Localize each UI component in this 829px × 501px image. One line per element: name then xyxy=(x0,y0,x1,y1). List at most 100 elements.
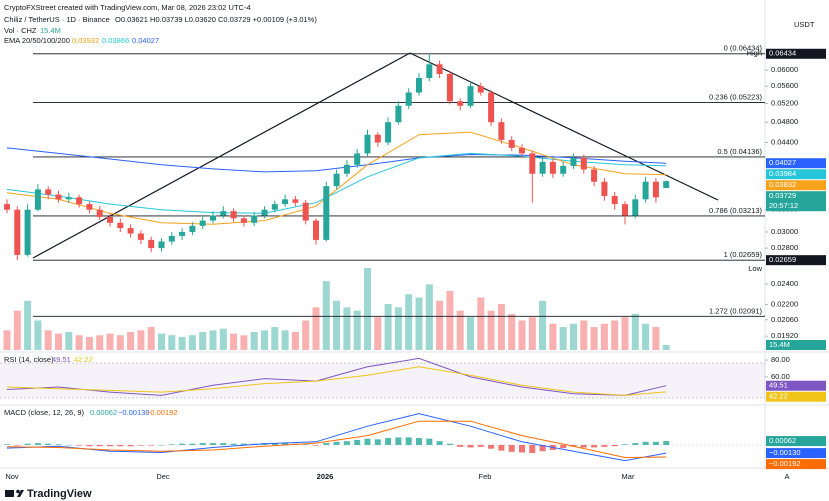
volume-bar xyxy=(497,304,505,350)
logo-text: TradingView xyxy=(27,488,92,500)
candle-body xyxy=(179,231,186,236)
histogram-bar xyxy=(385,438,392,445)
y-tick-label: 60.00 xyxy=(771,372,790,381)
fib-label: 1.272 (0.02091) xyxy=(709,306,762,315)
histogram-bar xyxy=(168,444,175,445)
candle-body xyxy=(560,165,567,174)
histogram-bar xyxy=(560,444,567,449)
y-tick-label: 0.03000 xyxy=(771,227,798,236)
y-tick-label: 0.05200 xyxy=(771,98,798,107)
histogram-bar xyxy=(302,444,309,445)
ema-value-box-label-box xyxy=(766,169,826,180)
pane-value: 49.51 xyxy=(52,355,71,364)
histogram-bar xyxy=(117,444,124,447)
histogram-bar xyxy=(436,441,443,445)
y-tick-label: 0.04400 xyxy=(771,138,798,147)
candle-body xyxy=(189,225,196,232)
volume-bar xyxy=(85,336,93,350)
histogram-bar xyxy=(539,444,546,452)
volume-bar xyxy=(55,333,62,350)
volume-bar xyxy=(291,331,299,350)
candle-body xyxy=(137,233,144,240)
candle-body xyxy=(488,92,495,123)
histogram-bar xyxy=(519,444,525,453)
histogram-bar xyxy=(240,443,247,445)
macd-value-box-label: −0.00130 xyxy=(769,448,801,457)
candle-body xyxy=(508,139,515,148)
histogram-bar xyxy=(282,443,289,445)
macd-value-box-label-box xyxy=(766,448,826,459)
histogram-bar xyxy=(148,444,155,446)
candle-body xyxy=(622,204,628,216)
candle-body xyxy=(323,186,330,240)
histogram-bar xyxy=(323,443,330,445)
candle-body xyxy=(96,209,103,217)
volume-bar xyxy=(44,330,52,350)
histogram-bar xyxy=(96,444,103,447)
candle-body xyxy=(220,211,227,216)
candle-body xyxy=(467,86,474,106)
fib-label: 1 (0.02659) xyxy=(724,250,763,259)
histogram-bar xyxy=(611,444,618,447)
volume-bar xyxy=(446,290,454,350)
histogram-bar xyxy=(591,444,598,448)
volume-bar xyxy=(34,320,42,350)
histogram-bar xyxy=(107,444,113,447)
volume-bar xyxy=(343,307,351,350)
histogram-bar xyxy=(446,443,453,445)
volume-bar xyxy=(281,330,289,350)
pane-value: −0.00130 xyxy=(118,408,150,417)
volume-bar xyxy=(271,327,279,350)
volume-bar xyxy=(394,307,402,350)
histogram-bar xyxy=(4,444,10,445)
volume-bar xyxy=(168,335,176,350)
histogram-bar xyxy=(498,444,505,451)
volume-bar xyxy=(178,336,186,350)
volume-bar xyxy=(467,317,474,350)
histogram-bar xyxy=(55,444,62,445)
volume-bar xyxy=(539,300,547,350)
volume-bar xyxy=(642,323,650,350)
ema-value-box-label: 0.03832 xyxy=(769,180,796,189)
y-tick-label: 0.02060 xyxy=(771,315,798,324)
histogram-bar xyxy=(405,437,412,445)
y-tick-label: 0.01920 xyxy=(771,331,798,340)
volume-box xyxy=(766,340,826,350)
candle-body xyxy=(457,101,464,106)
volume-value: 15.4M xyxy=(40,26,61,35)
ema-line xyxy=(6,147,667,173)
x-tick-label: Dec xyxy=(156,472,170,481)
volume-bar xyxy=(487,310,495,350)
volume-bar xyxy=(158,333,165,350)
candle-body xyxy=(271,204,278,210)
histogram-bar xyxy=(354,439,361,445)
rsi-value-box-label-box xyxy=(766,380,826,391)
candle-body xyxy=(632,199,639,216)
histogram-bar xyxy=(529,444,536,454)
volume-bar xyxy=(106,333,114,350)
ema-value-box-label: 0.04027 xyxy=(769,158,796,167)
histogram-bar xyxy=(601,444,608,447)
candle-body xyxy=(374,134,381,143)
volume-bar xyxy=(353,310,361,350)
candle-body xyxy=(663,181,670,189)
volume-bar xyxy=(322,281,330,350)
rsi-value-box-label: 49.51 xyxy=(769,381,788,390)
candle-body xyxy=(580,157,587,170)
logo xyxy=(5,489,24,497)
histogram-bar xyxy=(127,444,134,447)
histogram-bar xyxy=(220,443,227,445)
candle-body xyxy=(168,235,175,242)
fib-label: 0.786 (0.03213) xyxy=(709,206,762,215)
volume-bar xyxy=(364,268,371,350)
logo-mark xyxy=(16,489,20,494)
y-tick-label: 80.00 xyxy=(771,355,790,364)
histogram-bar xyxy=(395,437,402,445)
extreme-box xyxy=(766,255,826,266)
histogram-bar xyxy=(663,441,670,445)
volume-bar xyxy=(436,300,444,350)
histogram-bar xyxy=(137,444,144,446)
candle-body xyxy=(282,199,289,205)
pane-value: −0.00192 xyxy=(146,408,178,417)
symbol: Chiliz / TetherUS · 1D · Binance xyxy=(4,15,110,24)
